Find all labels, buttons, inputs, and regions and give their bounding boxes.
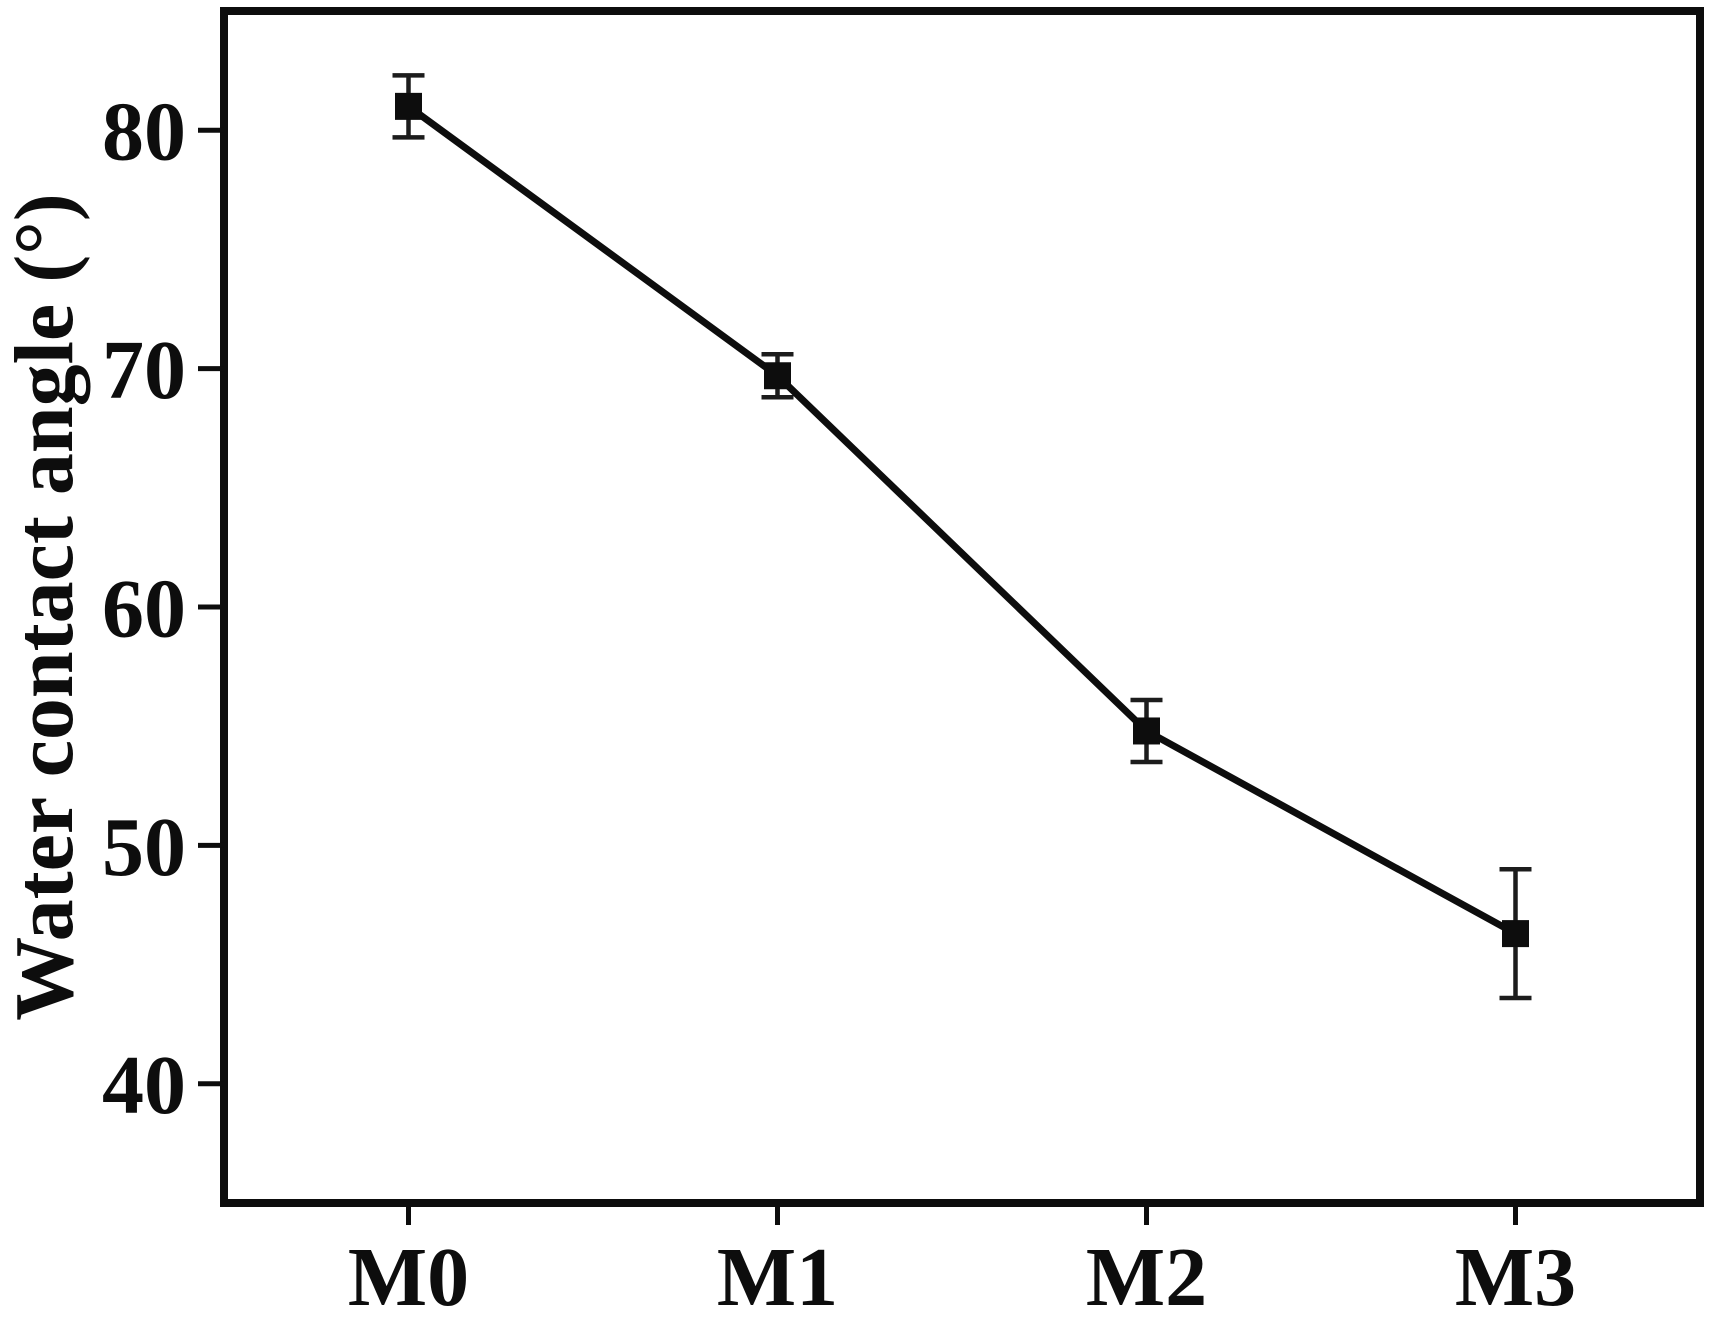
data-point-marker	[395, 92, 422, 120]
x-tick-label: M0	[348, 1231, 469, 1324]
x-tick-label: M1	[717, 1231, 838, 1324]
data-markers	[395, 92, 1529, 948]
plot-frame	[220, 7, 1704, 1207]
data-line	[406, 103, 1518, 937]
y-tick-label: 80	[102, 86, 186, 179]
y-axis-ticks	[198, 127, 224, 1087]
error-bars	[392, 73, 1532, 1001]
data-point-marker	[1133, 717, 1160, 745]
y-tick-label: 60	[102, 562, 186, 655]
y-tick-label: 50	[102, 801, 186, 894]
x-axis-tick-labels: M0 M1 M2 M3	[348, 1231, 1576, 1324]
y-tick-label: 40	[102, 1039, 186, 1132]
axes-border	[220, 7, 1704, 1207]
x-tick-label: M3	[1455, 1231, 1576, 1324]
data-point-marker	[1502, 920, 1529, 948]
y-axis-tick-labels: 80 70 60 50 40	[102, 86, 186, 1133]
x-axis-ticks	[406, 1203, 1518, 1225]
y-axis-title: Water contact angle (°)	[0, 193, 91, 1021]
data-point-marker	[764, 362, 791, 390]
y-tick-label: 70	[102, 324, 186, 417]
series-line	[406, 103, 1518, 937]
x-tick-label: M2	[1086, 1231, 1207, 1324]
